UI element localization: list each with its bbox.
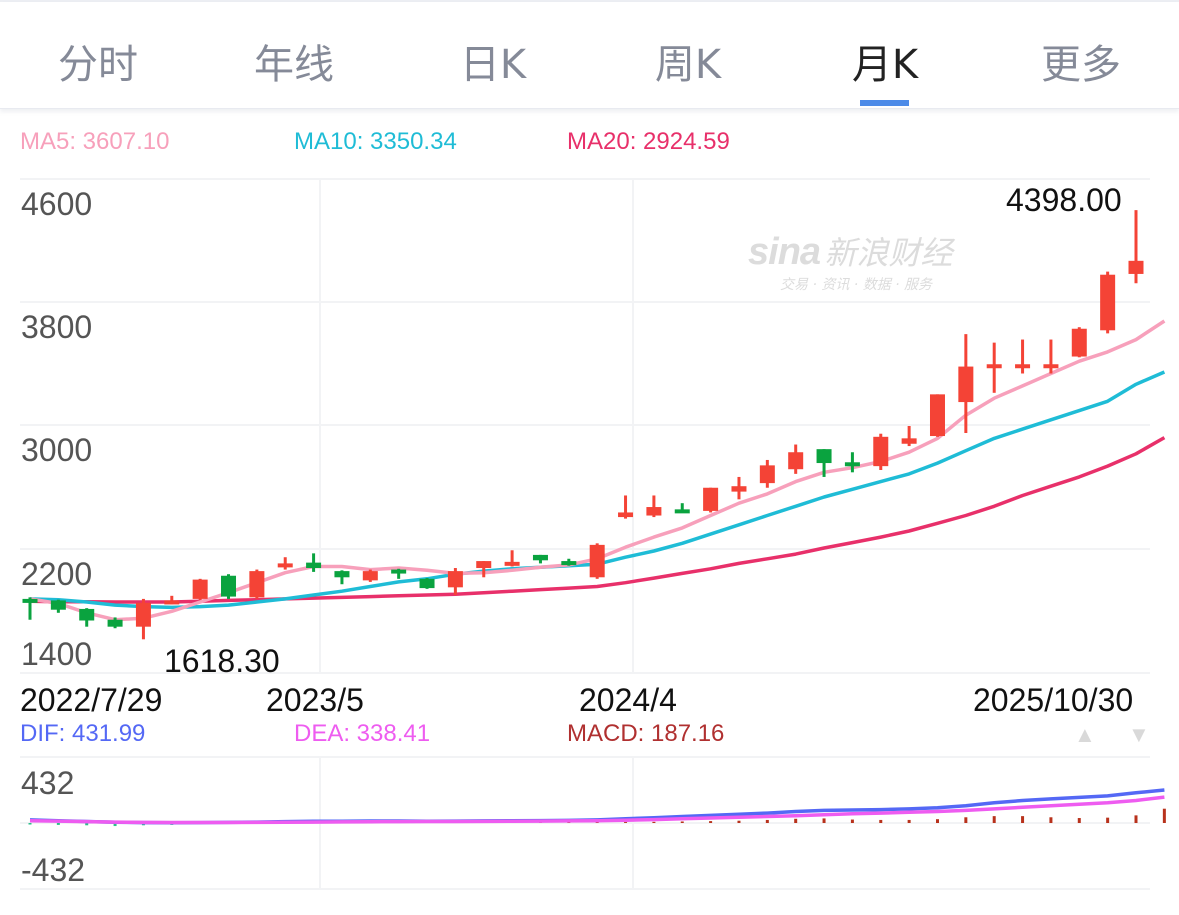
candle-body	[22, 598, 38, 603]
ma20-legend: MA20: 2924.59	[567, 128, 730, 155]
dea-legend: DEA: 338.41	[294, 720, 431, 747]
y-axis-label-3800: 3800	[21, 309, 93, 345]
x-axis-label-2023-5: 2023/5	[266, 682, 364, 718]
candle-body	[164, 600, 180, 605]
candle-body	[873, 436, 889, 467]
tab-daily-k[interactable]: 日K	[459, 42, 527, 88]
y-axis-label-4600: 4600	[21, 186, 93, 222]
candle-body	[1015, 364, 1031, 369]
tab-yearly-line[interactable]: 年线	[254, 42, 334, 88]
active-tab-indicator	[860, 100, 909, 106]
candle-body	[50, 600, 66, 610]
min-price-annotation: 1618.30	[164, 643, 280, 679]
candle-body	[674, 509, 690, 514]
sina-tagline: 交易 · 资讯 · 数据 · 服务	[780, 277, 933, 293]
macd-y-label-bottom: -432	[21, 852, 86, 888]
x-axis-label-start: 2022/7/29	[20, 682, 163, 718]
sina-watermark: sina 新浪财经 交易 · 资讯 · 数据 · 服务	[748, 228, 953, 294]
candle-body	[901, 438, 917, 444]
candle-body	[362, 571, 378, 581]
candle-body	[192, 579, 208, 599]
candle-body	[788, 452, 804, 470]
candle-body	[589, 544, 605, 578]
candle-body	[703, 487, 719, 511]
candle-body	[277, 563, 293, 568]
scroll-down-arrow-icon[interactable]: ▼	[1128, 722, 1150, 747]
candle-body	[391, 569, 407, 574]
tab-intraday[interactable]: 分时	[58, 42, 138, 88]
candle-body	[504, 561, 520, 566]
x-axis-label-2024-4: 2024/4	[579, 682, 677, 718]
candle-body	[249, 571, 265, 598]
candle-body	[958, 366, 974, 403]
candle-body	[561, 561, 577, 566]
x-axis-label-end: 2025/10/30	[973, 682, 1134, 718]
candle-body	[419, 578, 435, 589]
y-axis-label-1400: 1400	[21, 636, 93, 672]
scroll-up-arrow-icon[interactable]: ▲	[1074, 722, 1096, 747]
ma-line-ma20	[29, 436, 1166, 604]
candle-body	[816, 449, 832, 464]
candle-body	[618, 512, 634, 518]
period-tab-bar: 分时 年线 日K 周K 月K 更多	[0, 2, 1179, 109]
candle-body	[334, 571, 350, 578]
ma10-legend: MA10: 3350.34	[294, 128, 457, 155]
macd-line-dea	[29, 795, 1165, 825]
candle-body	[986, 364, 1002, 369]
candle-body	[107, 619, 123, 627]
y-axis-label-3000: 3000	[21, 432, 93, 468]
top-border	[0, 0, 1179, 2]
candle-body	[306, 562, 322, 569]
y-axis-label-2200: 2200	[21, 556, 93, 592]
candle-body	[1043, 364, 1059, 369]
candle-body	[1071, 328, 1087, 357]
sina-brand-name: 新浪财经	[824, 234, 953, 272]
sina-logo: sina	[748, 231, 821, 273]
max-price-annotation: 4398.00	[1006, 182, 1122, 218]
macd-y-label-top: 432	[21, 765, 75, 801]
candle-body	[79, 608, 95, 621]
tab-monthly-k[interactable]: 月K	[851, 42, 919, 88]
candle-body	[135, 602, 151, 627]
candle-body	[532, 554, 548, 561]
candle-body	[447, 571, 463, 588]
candle-body	[759, 465, 775, 484]
candle-body	[929, 394, 945, 437]
tab-more[interactable]: 更多	[1041, 42, 1121, 88]
candle-body	[646, 507, 662, 516]
candle-body	[731, 486, 747, 492]
ma5-legend: MA5: 3607.10	[20, 128, 170, 155]
candle-body	[844, 462, 860, 467]
candle-body	[221, 575, 237, 597]
candle-body	[1128, 260, 1144, 274]
candle-body	[1100, 274, 1116, 331]
macd-legend: MACD: 187.16	[567, 720, 725, 747]
dif-legend: DIF: 431.99	[20, 720, 146, 747]
candle-body	[476, 561, 492, 569]
tab-weekly-k[interactable]: 周K	[654, 42, 722, 88]
